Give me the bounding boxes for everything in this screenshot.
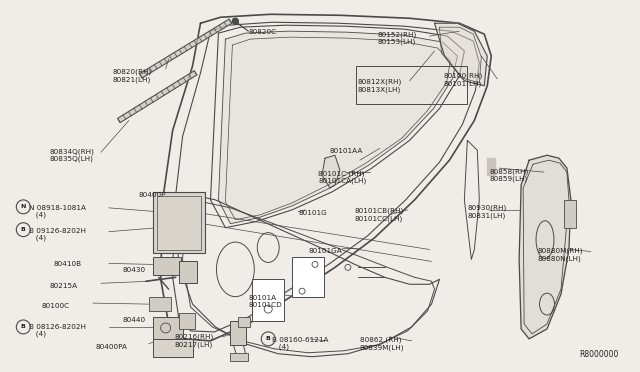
Text: 80101CB(RH)
80101CC(LH): 80101CB(RH) 80101CC(LH): [355, 208, 404, 222]
Text: 80862 (RH)
80839M(LH): 80862 (RH) 80839M(LH): [360, 337, 404, 351]
Bar: [153, 192, 205, 253]
Text: B 09126-8202H
   (4): B 09126-8202H (4): [29, 228, 86, 241]
Text: 80930(RH)
80831(LH): 80930(RH) 80831(LH): [467, 205, 507, 219]
Text: 80100C: 80100C: [41, 303, 69, 309]
Bar: [179, 313, 195, 329]
Text: B: B: [21, 227, 26, 232]
Polygon shape: [218, 31, 458, 224]
Bar: [356, 66, 467, 104]
Text: 80400P: 80400P: [139, 192, 166, 198]
Bar: [230, 321, 246, 345]
Text: 80101C (RH)
80101CA(LH): 80101C (RH) 80101CA(LH): [318, 170, 366, 184]
Text: 80820C: 80820C: [248, 29, 276, 35]
Bar: [230, 353, 248, 361]
Text: N: N: [20, 204, 26, 209]
Polygon shape: [140, 19, 232, 78]
Bar: [148, 297, 171, 311]
Text: 80858(RH)
80859(LH): 80858(RH) 80859(LH): [489, 168, 529, 182]
Text: 80152(RH)
80153(LH): 80152(RH) 80153(LH): [378, 31, 417, 45]
Text: B: B: [21, 324, 26, 330]
Text: 80820(RH)
80821(LH): 80820(RH) 80821(LH): [113, 69, 152, 83]
Text: 80400PA: 80400PA: [96, 344, 128, 350]
Polygon shape: [322, 155, 340, 188]
Text: 80812X(RH)
80813X(LH): 80812X(RH) 80813X(LH): [358, 79, 402, 93]
Bar: [564, 200, 576, 228]
Bar: [179, 262, 196, 283]
Text: 80440: 80440: [123, 317, 146, 323]
Text: B 08126-8202H
   (4): B 08126-8202H (4): [29, 324, 86, 337]
Bar: [157, 196, 200, 250]
Text: N 08918-1081A
   (4): N 08918-1081A (4): [29, 205, 86, 218]
Text: 80101A
80101CD: 80101A 80101CD: [248, 295, 282, 308]
Text: 80101GA: 80101GA: [308, 247, 342, 254]
Text: 80410B: 80410B: [53, 262, 81, 267]
Text: B 08160-6121A
   (4): B 08160-6121A (4): [272, 337, 329, 350]
Text: B: B: [266, 336, 271, 341]
Text: 80101AA: 80101AA: [330, 148, 364, 154]
Bar: [153, 257, 180, 275]
Text: 80430: 80430: [123, 267, 146, 273]
Text: 80834Q(RH)
80835Q(LH): 80834Q(RH) 80835Q(LH): [49, 148, 94, 162]
Bar: [252, 279, 284, 321]
Text: 80100(RH)
80101(LH): 80100(RH) 80101(LH): [444, 73, 483, 87]
Text: 80215A: 80215A: [49, 283, 77, 289]
Polygon shape: [435, 23, 487, 86]
Polygon shape: [118, 71, 197, 123]
Text: 80101G: 80101G: [298, 210, 327, 216]
Polygon shape: [519, 155, 571, 339]
Bar: [238, 317, 250, 327]
Text: 80880M(RH)
80880N(LH): 80880M(RH) 80880N(LH): [537, 247, 582, 262]
Bar: [153, 317, 182, 339]
Text: R8000000: R8000000: [579, 350, 619, 359]
Text: 80216(RH)
80217(LH): 80216(RH) 80217(LH): [175, 334, 214, 348]
Bar: [292, 257, 324, 297]
Polygon shape: [487, 158, 495, 175]
Bar: [153, 339, 193, 357]
Circle shape: [232, 18, 238, 24]
